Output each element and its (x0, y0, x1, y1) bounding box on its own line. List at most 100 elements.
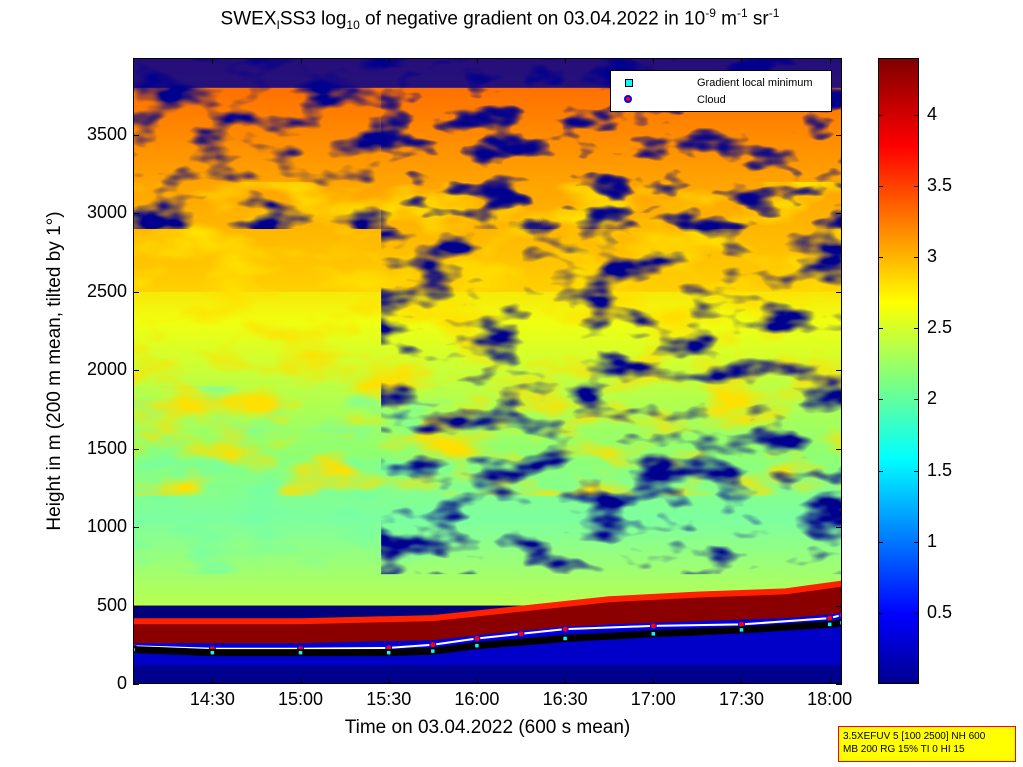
colorbar-tick-mark-right (914, 186, 919, 188)
heatmap-plot-area (133, 58, 842, 684)
x-tick-mark-bottom (565, 678, 567, 684)
colorbar-tick-label: 1 (927, 530, 938, 551)
y-tick-label: 1500 (86, 437, 127, 458)
ground-band (133, 665, 842, 684)
cyan-square-marker-icon (619, 77, 639, 89)
legend-label-cloud: Cloud (697, 94, 726, 106)
colorbar-tick-mark-right (914, 612, 919, 614)
y-tick-mark-right (836, 291, 842, 293)
colorbar-tick-label: 3 (927, 246, 938, 267)
x-tick-label: 16:00 (454, 689, 500, 709)
y-tick-mark-right (836, 684, 842, 685)
y-tick-mark-left (133, 684, 139, 685)
colorbar-tick-mark-right (914, 541, 919, 543)
heatmap-svg (133, 58, 842, 684)
y-tick-label: 500 (96, 594, 127, 615)
y-tick-mark-left (133, 605, 139, 607)
colorbar-tick-mark-right (914, 114, 919, 116)
y-tick-mark-left (133, 370, 139, 372)
colorbar-tick-mark-left (878, 399, 883, 401)
y-tick-mark-right (836, 605, 842, 607)
y-tick-mark-left (133, 448, 139, 450)
x-tick-mark-bottom (829, 678, 831, 684)
y-tick-label: 0 (116, 673, 127, 693)
colorbar-tick-mark-left (878, 612, 883, 614)
cloud-series-line (133, 614, 842, 650)
x-tick-label: 17:30 (718, 689, 764, 709)
cloud-point (429, 641, 437, 649)
y-tick-mark-right (836, 448, 842, 450)
colorbar-tick-label: 2.5 (927, 317, 953, 338)
y-tick-label: 2500 (86, 280, 127, 301)
colorbar-tick-mark-left (878, 257, 883, 259)
y-tick-mark-right (836, 213, 842, 215)
colorbar-tick-mark-left (878, 186, 883, 188)
y-tick-label: 3500 (86, 123, 127, 144)
cloud-point (517, 630, 525, 638)
x-tick-mark-top (653, 58, 655, 64)
legend-item-cloud: Cloud (619, 92, 726, 108)
colorbar-tick-mark-left (878, 541, 883, 543)
x-tick-mark-bottom (653, 678, 655, 684)
x-tick-label: 15:30 (366, 689, 412, 709)
gradient-minimum-point (739, 627, 744, 633)
y-tick-mark-right (836, 527, 842, 529)
colorbar-tick-mark-left (878, 470, 883, 472)
y-tick-label: 2000 (86, 359, 127, 380)
legend-item-gradient-minimum: Gradient local minimum (619, 75, 813, 91)
y-tick-label: 1000 (86, 516, 127, 537)
x-tick-mark-bottom (212, 678, 214, 684)
x-tick-mark-top (741, 58, 743, 64)
cloud-point (473, 635, 481, 642)
x-tick-mark-bottom (476, 678, 478, 684)
y-tick-mark-left (133, 213, 139, 215)
colorbar-tick-label: 2 (927, 388, 938, 409)
x-tick-mark-top (388, 58, 390, 64)
y-tick-mark-left (133, 291, 139, 293)
gradient-minimum-point (386, 650, 391, 655)
colorbar-tick-mark-left (878, 328, 883, 330)
y-tick-mark-left (133, 527, 139, 529)
gradient-minimum-point (474, 643, 480, 648)
colorbar-tick-label: 1.5 (927, 459, 953, 480)
legend-label-gradient-minimum: Gradient local minimum (697, 77, 813, 89)
cloud-point (561, 625, 569, 633)
gradient-minimum-point (210, 650, 215, 655)
gradient-minimum-point (839, 620, 842, 626)
x-tick-mark-top (476, 58, 478, 64)
cloud-point (649, 622, 657, 630)
gradient-minimum-point (298, 650, 303, 655)
x-tick-label: 16:30 (542, 689, 588, 709)
gradient-minimum-point (562, 636, 568, 641)
chart-title: SWEXISS3 log10 of negative gradient on 0… (220, 6, 780, 33)
x-tick-mark-top (300, 58, 302, 64)
x-tick-label: 18:00 (807, 689, 853, 709)
x-tick-mark-bottom (388, 678, 390, 684)
colorbar-tick-mark-left (878, 114, 883, 116)
gradient-minimum-point (133, 647, 136, 652)
x-tick-label: 17:00 (630, 689, 676, 709)
colorbar (878, 58, 919, 684)
gradient-minimum-point (651, 631, 656, 637)
x-tick-mark-top (565, 58, 567, 64)
gradient-minimum-point (827, 622, 832, 627)
parameter-info-box: 3.5XEFUV 5 [100 2500] NH 600 MB 200 RG 1… (838, 726, 1016, 762)
gradient-minimum-point (430, 648, 436, 654)
y-tick-mark-right (836, 134, 842, 136)
colorbar-tick-label: 3.5 (927, 175, 953, 196)
legend: Gradient local minimum Cloud (610, 70, 832, 112)
colorbar-tick-mark-right (914, 257, 919, 259)
cloud-point (826, 614, 834, 622)
x-tick-mark-bottom (741, 678, 743, 684)
cloud-layer-top-edge (133, 580, 842, 625)
colorbar-tick-label: 0.5 (927, 601, 953, 622)
colorbar-gradient (879, 59, 918, 683)
red-dot-marker-icon (619, 94, 639, 106)
x-tick-label: 15:00 (278, 689, 324, 709)
y-tick-mark-right (836, 370, 842, 372)
y-tick-label: 3000 (86, 202, 127, 223)
y-axis-label: Height in m (200 m mean, tilted by 1°) (44, 211, 65, 531)
info-line-1: 3.5XEFUV 5 [100 2500] NH 600 (843, 731, 986, 742)
colorbar-tick-mark-right (914, 399, 919, 401)
y-tick-mark-left (133, 134, 139, 136)
